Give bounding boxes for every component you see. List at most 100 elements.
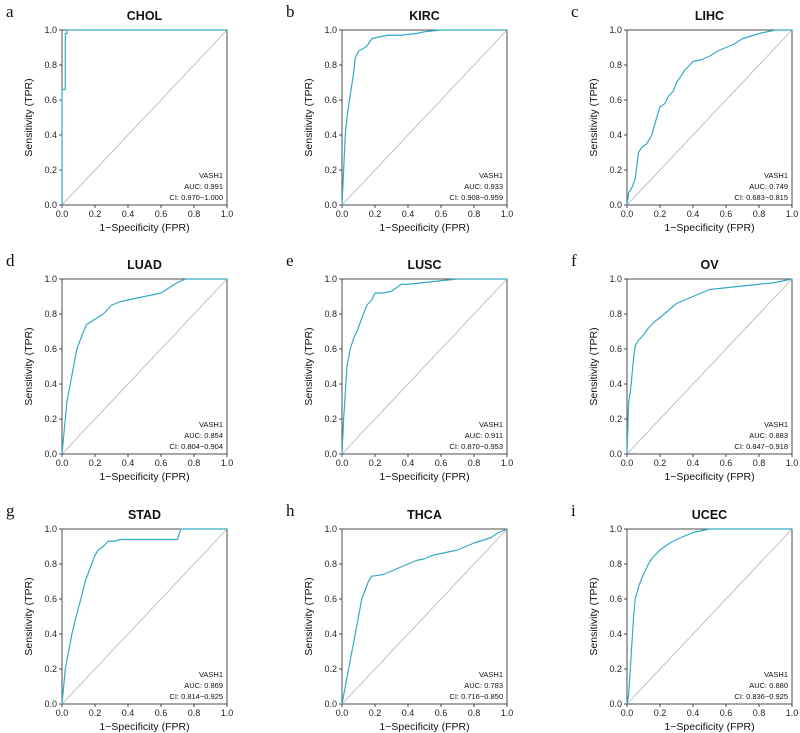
y-axis-label: Sensitivity (TPR) [303, 577, 315, 655]
x-tick-label: 0.8 [188, 209, 201, 219]
y-tick-label: 0.6 [609, 344, 622, 354]
legend-ci: CI: 0.970−1.000 [169, 193, 223, 202]
x-tick-label: 0.0 [336, 209, 349, 219]
y-tick-label: 0.4 [609, 629, 622, 639]
roc-panel-ucec: i UCEC 0.00.0 0.2 0.2 0.4 0.4 0.6 0.6 0.8 0.8 1.0 1.… [571, 501, 798, 733]
x-tick-label: 1.0 [221, 209, 234, 219]
x-tick-label: 1.0 [786, 458, 799, 468]
x-tick-label: 0.2 [654, 458, 667, 468]
x-tick-label: 0.6 [155, 209, 168, 219]
y-tick-label: 0.2 [609, 664, 622, 674]
roc-panel-stad: g STAD 0.00.0 0.2 0.2 0.4 0.4 0.6 0.6 0.8 0.8 1.0 1.… [6, 501, 233, 733]
y-tick-label: 0.6 [609, 594, 622, 604]
y-axis-label: Sensitivity (TPR) [303, 78, 315, 156]
roc-panel-luad: d LUAD 0.00.0 0.2 0.2 0.4 0.4 0.6 0.6 0.8 0.8 1.0 1.… [6, 251, 233, 483]
y-tick-label: 0.0 [609, 449, 622, 459]
x-tick-label: 0.6 [720, 708, 733, 718]
y-tick-label: 1.0 [609, 25, 622, 35]
x-tick-label: 0.4 [402, 458, 415, 468]
y-axis-label: Sensitivity (TPR) [23, 327, 35, 405]
y-tick-label: 0.4 [609, 379, 622, 389]
x-axis-label: 1−Specificity (FPR) [664, 471, 754, 483]
y-tick-label: 0.6 [44, 95, 57, 105]
legend-gene: VASH1 [199, 670, 223, 679]
y-tick-label: 0.8 [44, 559, 57, 569]
y-tick-label: 0.0 [609, 699, 622, 709]
x-tick-label: 1.0 [501, 458, 514, 468]
roc-curve-vash1 [61, 278, 227, 455]
x-tick-label: 0.8 [753, 458, 766, 468]
roc-curve-vash1 [626, 278, 793, 455]
reference-diagonal [626, 528, 793, 705]
x-axis-label: 1−Specificity (FPR) [99, 471, 189, 483]
x-tick-label: 0.6 [155, 708, 168, 718]
legend-ci: CI: 0.908−0.959 [449, 193, 503, 202]
roc-curve-vash1 [626, 29, 792, 206]
panel-letter: c [571, 2, 579, 21]
plot-frame [341, 278, 508, 455]
x-tick-label: 0.8 [468, 458, 481, 468]
x-tick-label: 0.2 [369, 209, 382, 219]
x-tick-label: 0.6 [435, 458, 448, 468]
x-axis-label: 1−Specificity (FPR) [379, 721, 469, 733]
y-tick-label: 0.6 [324, 344, 337, 354]
y-tick-label: 0.2 [324, 165, 337, 175]
x-axis-label: 1−Specificity (FPR) [99, 721, 189, 733]
x-tick-label: 0.6 [435, 708, 448, 718]
x-tick-label: 0.8 [753, 209, 766, 219]
roc-panel-thca: h THCA 0.00.0 0.2 0.2 0.4 0.4 0.6 0.6 0.8 0.8 1.0 1.… [286, 501, 513, 733]
x-tick-label: 0.2 [89, 209, 102, 219]
panel-title: LUAD [127, 258, 162, 272]
y-tick-label: 0.8 [44, 60, 57, 70]
roc-panel-ov: f OV 0.00.0 0.2 0.2 0.4 0.4 0.6 0.6 0.8 0.8 1.0 1.0 1… [571, 251, 798, 483]
y-tick-label: 0.8 [609, 559, 622, 569]
y-axis-label: Sensitivity (TPR) [23, 78, 35, 156]
reference-diagonal [61, 29, 228, 206]
y-tick-label: 0.2 [609, 165, 622, 175]
x-tick-label: 0.0 [621, 209, 634, 219]
legend-gene: VASH1 [479, 670, 503, 679]
plot-frame [341, 29, 508, 206]
reference-diagonal [341, 29, 508, 206]
x-tick-label: 0.8 [753, 708, 766, 718]
y-tick-label: 0.2 [44, 414, 57, 424]
plot-frame [61, 528, 228, 705]
legend-auc: AUC: 0.783 [464, 681, 503, 690]
plot-frame [626, 29, 793, 206]
x-tick-label: 0.0 [621, 708, 634, 718]
legend-auc: AUC: 0.880 [749, 681, 788, 690]
panel-letter: i [571, 501, 576, 520]
roc-curve-vash1 [341, 528, 508, 705]
y-tick-label: 0.6 [44, 594, 57, 604]
y-tick-label: 0.0 [324, 449, 337, 459]
panel-title: CHOL [127, 9, 163, 23]
x-axis-label: 1−Specificity (FPR) [664, 222, 754, 234]
y-tick-label: 0.4 [324, 379, 337, 389]
x-tick-label: 1.0 [221, 458, 234, 468]
roc-curve-vash1 [61, 29, 227, 205]
y-tick-label: 0.0 [44, 449, 57, 459]
roc-panel-kirc: b KIRC 0.00.0 0.2 0.2 0.4 0.4 0.6 0.6 0.8 0.8 1.0 1.… [286, 2, 513, 234]
x-tick-label: 0.4 [402, 708, 415, 718]
x-tick-label: 0.8 [188, 458, 201, 468]
y-tick-label: 1.0 [609, 274, 622, 284]
panel-title: OV [700, 258, 719, 272]
x-tick-label: 0.0 [56, 458, 69, 468]
y-tick-label: 0.8 [324, 559, 337, 569]
legend-auc: AUC: 0.883 [749, 431, 788, 440]
x-tick-label: 0.8 [188, 708, 201, 718]
y-tick-label: 1.0 [44, 274, 57, 284]
x-tick-label: 0.4 [687, 209, 700, 219]
y-tick-label: 0.6 [609, 95, 622, 105]
x-tick-label: 0.2 [89, 458, 102, 468]
panel-title: THCA [407, 508, 442, 522]
plot-frame [626, 278, 793, 455]
y-tick-label: 0.2 [44, 664, 57, 674]
panel-letter: b [286, 2, 295, 21]
y-axis-label: Sensitivity (TPR) [588, 327, 600, 405]
y-tick-label: 0.0 [324, 699, 337, 709]
y-tick-label: 0.2 [44, 165, 57, 175]
legend-gene: VASH1 [764, 171, 788, 180]
reference-diagonal [61, 278, 228, 455]
